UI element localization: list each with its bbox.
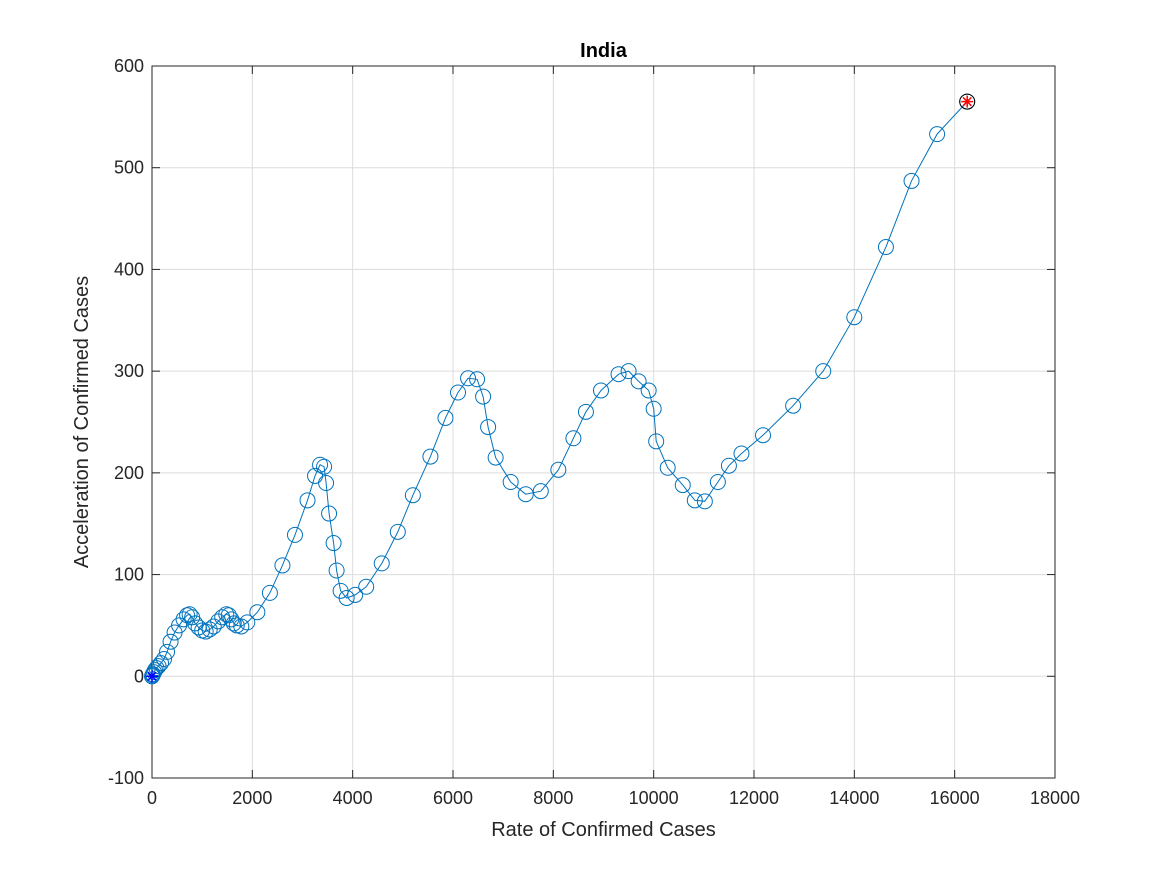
data-point [249, 604, 266, 621]
data-point [347, 586, 364, 603]
data-point [565, 430, 582, 447]
data-point [181, 606, 198, 623]
grid-lines [152, 66, 1055, 778]
x-tick-label: 0 [147, 788, 157, 808]
series-markers [144, 93, 976, 685]
data-point [733, 445, 750, 462]
data-point [475, 388, 492, 405]
x-tick-label: 10000 [629, 788, 679, 808]
data-point [338, 589, 355, 606]
data-point [437, 409, 454, 426]
data-point [373, 555, 390, 572]
data-point [785, 397, 802, 414]
data-point [175, 611, 192, 628]
data-point [389, 523, 406, 540]
data-point [286, 526, 303, 543]
y-tick-label: 600 [114, 56, 144, 76]
data-point [709, 474, 726, 491]
end-point-marker [961, 95, 974, 108]
data-point [404, 487, 421, 504]
y-tick-label: 200 [114, 463, 144, 483]
data-point [696, 493, 713, 510]
data-point [903, 172, 920, 189]
data-point [846, 309, 863, 326]
data-point [274, 557, 291, 574]
axis-ticks: 0 2000 4000 6000 8000 10000 12000 14000 16000 180… [108, 56, 1080, 808]
data-point [159, 643, 176, 660]
data-point [620, 363, 637, 380]
data-point [550, 461, 567, 478]
data-point [201, 621, 218, 638]
data-point [640, 382, 657, 399]
data-point [325, 535, 342, 552]
x-tick-label: 16000 [930, 788, 980, 808]
data-point [358, 578, 375, 595]
star-stroke [962, 96, 972, 107]
data-point [318, 475, 335, 492]
y-tick-label: 500 [114, 158, 144, 178]
data-point [261, 584, 278, 601]
series-line [151, 101, 968, 677]
data-point [648, 433, 665, 450]
data-point [659, 459, 676, 476]
data-point [645, 400, 662, 417]
data-point [592, 382, 609, 399]
x-tick-label: 4000 [333, 788, 373, 808]
y-tick-label: 300 [114, 361, 144, 381]
y-tick-label: -100 [108, 768, 144, 788]
end-point-ring [959, 93, 976, 110]
data-point [205, 618, 222, 635]
data-point [225, 615, 242, 632]
data-point [577, 403, 594, 420]
data-point [929, 126, 946, 143]
start-point-marker [146, 670, 158, 683]
data-point [321, 505, 338, 522]
data-point [532, 483, 549, 500]
data-point [239, 614, 256, 631]
data-point [171, 617, 188, 634]
data-point [197, 623, 214, 640]
series-1 [144, 93, 976, 685]
data-point [877, 239, 894, 256]
x-tick-label: 2000 [232, 788, 272, 808]
x-axis-label: Rate of Confirmed Cases [491, 819, 716, 841]
data-point [480, 419, 497, 436]
data-point [630, 373, 647, 390]
data-point [686, 492, 703, 509]
chart-title: India [580, 40, 628, 62]
data-point [162, 633, 179, 650]
data-point [502, 474, 519, 491]
star-stroke [147, 671, 157, 682]
data-point [720, 457, 737, 474]
data-point [674, 477, 691, 494]
y-tick-label: 0 [134, 666, 144, 686]
y-tick-label: 100 [114, 565, 144, 585]
data-point [220, 607, 237, 624]
data-point [487, 449, 504, 466]
data-point [233, 618, 250, 635]
x-tick-label: 6000 [433, 788, 473, 808]
data-point [328, 562, 345, 579]
data-point [299, 492, 316, 509]
data-point [755, 427, 772, 444]
x-tick-label: 14000 [829, 788, 879, 808]
data-point [422, 448, 439, 465]
plot-area-frame [151, 65, 1056, 779]
x-tick-label: 12000 [729, 788, 779, 808]
data-point [156, 650, 173, 667]
data-point [610, 366, 627, 383]
y-tick-label: 400 [114, 259, 144, 279]
data-point [815, 363, 832, 380]
data-point [316, 458, 333, 475]
x-tick-label: 18000 [1030, 788, 1080, 808]
data-point [312, 456, 329, 473]
y-axis-label: Acceleration of Confirmed Cases [71, 276, 93, 568]
data-point [450, 384, 467, 401]
data-point [469, 371, 486, 388]
data-point [517, 486, 534, 503]
x-tick-label: 8000 [533, 788, 573, 808]
data-point [460, 370, 477, 387]
